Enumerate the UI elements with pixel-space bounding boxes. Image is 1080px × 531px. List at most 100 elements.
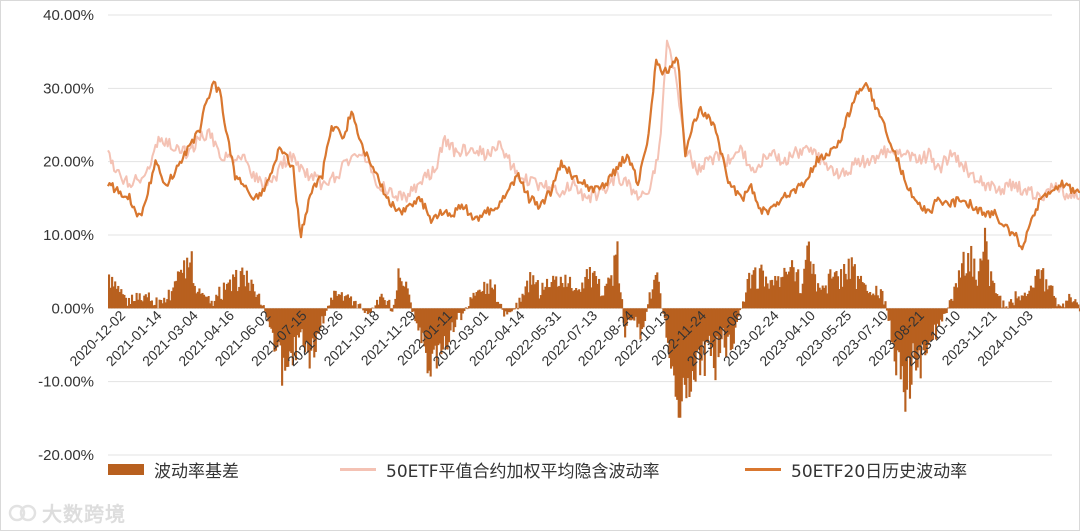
basis-bar xyxy=(614,254,618,309)
basis-bar xyxy=(221,299,224,309)
basis-bar xyxy=(818,287,821,309)
basis-bar xyxy=(276,308,279,348)
basis-bar xyxy=(541,282,544,309)
basis-bar xyxy=(862,283,866,309)
basis-bar xyxy=(325,308,328,311)
basis-bar xyxy=(475,292,478,309)
basis-bar xyxy=(339,294,342,309)
basis-bar xyxy=(181,272,184,309)
basis-bar xyxy=(190,251,193,309)
basis-bar xyxy=(242,274,245,309)
basis-bar xyxy=(558,285,561,309)
basis-bar xyxy=(581,282,584,309)
basis-bar xyxy=(155,297,158,309)
basis-bar xyxy=(1036,269,1039,309)
basis-bar xyxy=(1054,297,1057,309)
basis-bar xyxy=(990,271,993,309)
basis-bar xyxy=(749,288,752,309)
basis-bar xyxy=(803,268,806,309)
basis-bar xyxy=(783,267,786,309)
basis-bar xyxy=(322,308,325,324)
basis-bar xyxy=(137,299,140,309)
basis-bar xyxy=(478,289,481,309)
basis-bar xyxy=(539,295,542,309)
basis-bar xyxy=(731,308,734,349)
basis-bar xyxy=(408,294,411,309)
basis-bar xyxy=(317,308,320,334)
basis-bar xyxy=(1078,308,1080,312)
basis-bar xyxy=(334,290,337,309)
basis-bar xyxy=(752,270,755,309)
basis-bar xyxy=(516,308,520,310)
basis-bar xyxy=(192,283,195,309)
basis-bar xyxy=(1045,279,1048,309)
basis-bar xyxy=(536,280,539,309)
basis-bar xyxy=(117,285,120,309)
basis-bar xyxy=(616,241,619,309)
basis-bar xyxy=(911,308,915,344)
basis-bar xyxy=(481,291,484,309)
basis-bar xyxy=(316,308,319,334)
basis-bar xyxy=(699,308,702,376)
basis-bar xyxy=(446,308,449,350)
basis-bar xyxy=(519,301,523,309)
basis-bar xyxy=(694,308,697,382)
basis-bar xyxy=(555,276,558,309)
basis-bar xyxy=(265,308,268,318)
basis-bar xyxy=(232,274,235,309)
basis-bar xyxy=(1037,269,1040,309)
basis-bar xyxy=(907,308,910,358)
basis-bar xyxy=(512,308,515,310)
basis-bar xyxy=(1009,299,1013,309)
basis-bar xyxy=(398,277,402,309)
basis-bar xyxy=(296,308,299,336)
basis-bar xyxy=(411,308,414,312)
basis-bar xyxy=(855,289,858,309)
basis-bar xyxy=(824,285,827,309)
basis-bar xyxy=(696,308,699,352)
basis-bar xyxy=(856,275,859,309)
basis-bar xyxy=(1019,300,1022,309)
basis-bar xyxy=(813,274,817,309)
basis-bar xyxy=(904,308,907,412)
basis-bar xyxy=(572,291,575,309)
basis-bar xyxy=(460,308,463,321)
basis-bar xyxy=(256,294,259,309)
basis-bar xyxy=(714,308,717,381)
basis-bar xyxy=(841,286,844,309)
legend-item-basis: 波动率基差 xyxy=(108,456,239,482)
basis-bar xyxy=(123,294,126,309)
basis-bar xyxy=(579,291,582,309)
basis-bar xyxy=(369,308,372,313)
basis-bar xyxy=(496,301,500,309)
basis-bar xyxy=(1013,305,1016,309)
basis-bar xyxy=(288,308,291,352)
basis-bar xyxy=(1046,289,1049,309)
basis-bar xyxy=(437,308,440,346)
basis-bar xyxy=(895,308,898,376)
basis-bar xyxy=(921,308,924,343)
basis-bar xyxy=(983,227,987,309)
basis-bar xyxy=(673,308,676,376)
basis-bar xyxy=(529,272,532,309)
basis-bar xyxy=(501,308,504,310)
basis-bar xyxy=(210,300,213,309)
basis-bar xyxy=(630,308,633,321)
legend-swatch-basis xyxy=(108,463,144,475)
basis-bar xyxy=(1040,270,1043,309)
basis-bar xyxy=(258,293,261,309)
basis-bar xyxy=(538,298,541,309)
basis-bar xyxy=(386,300,389,309)
basis-bar xyxy=(130,294,134,309)
basis-bar xyxy=(1068,293,1071,309)
basis-bar xyxy=(492,289,495,309)
basis-bar xyxy=(945,308,948,313)
basis-bar xyxy=(924,308,927,356)
basis-bar xyxy=(461,308,464,314)
basis-bar xyxy=(751,274,754,309)
basis-bar xyxy=(524,286,527,309)
basis-bar xyxy=(1028,290,1031,309)
basis-bar xyxy=(206,297,209,309)
basis-bar xyxy=(738,308,742,311)
basis-bar xyxy=(224,289,227,309)
